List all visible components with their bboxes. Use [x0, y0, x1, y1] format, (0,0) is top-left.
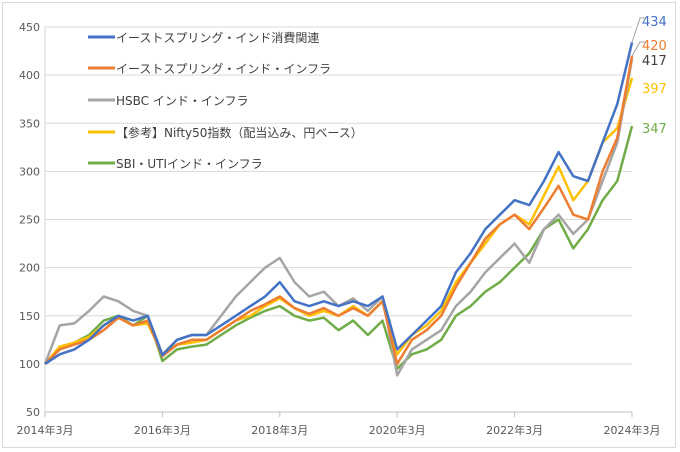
- y-tick-label: 350: [19, 117, 40, 130]
- chart-frame: [2, 2, 676, 448]
- series-line: [44, 125, 634, 370]
- series-line: [44, 42, 634, 365]
- end-value-label: 420: [642, 39, 667, 54]
- x-tick-label: 2024年3月: [604, 423, 661, 437]
- y-tick-label: 400: [19, 69, 40, 82]
- x-tick-label: 2018年3月: [251, 423, 308, 437]
- end-value-label: 397: [642, 82, 667, 97]
- y-tick-label: 300: [19, 165, 40, 178]
- y-tick-label: 150: [19, 310, 40, 323]
- end-value-label: 347: [642, 122, 667, 137]
- series-line: [44, 55, 634, 366]
- y-tick-label: 100: [19, 358, 40, 371]
- legend-label: SBI・UTIインド・インフラ: [116, 157, 263, 171]
- leader-line: [631, 41, 646, 57]
- y-tick-label: 450: [19, 21, 40, 34]
- legend-label: イーストスプリング・インド消費関連: [116, 30, 319, 45]
- x-tick-label: 2014年3月: [17, 423, 74, 437]
- legend-label: HSBC インド・インフラ: [116, 94, 249, 108]
- y-tick-label: 50: [26, 406, 40, 419]
- end-value-label: 417: [642, 54, 667, 69]
- x-tick-label: 2016年3月: [134, 423, 191, 437]
- y-tick-label: 200: [19, 262, 40, 275]
- legend-label: イーストスプリング・インド・インフラ: [116, 62, 331, 76]
- x-tick-label: 2020年3月: [369, 423, 426, 437]
- end-value-label: 434: [642, 15, 667, 30]
- legend-label: 【参考】Nifty50指数（配当込み、円ベース）: [116, 125, 363, 140]
- x-tick-label: 2022年3月: [486, 423, 543, 437]
- y-tick-label: 250: [19, 214, 40, 227]
- leader-line: [631, 17, 646, 43]
